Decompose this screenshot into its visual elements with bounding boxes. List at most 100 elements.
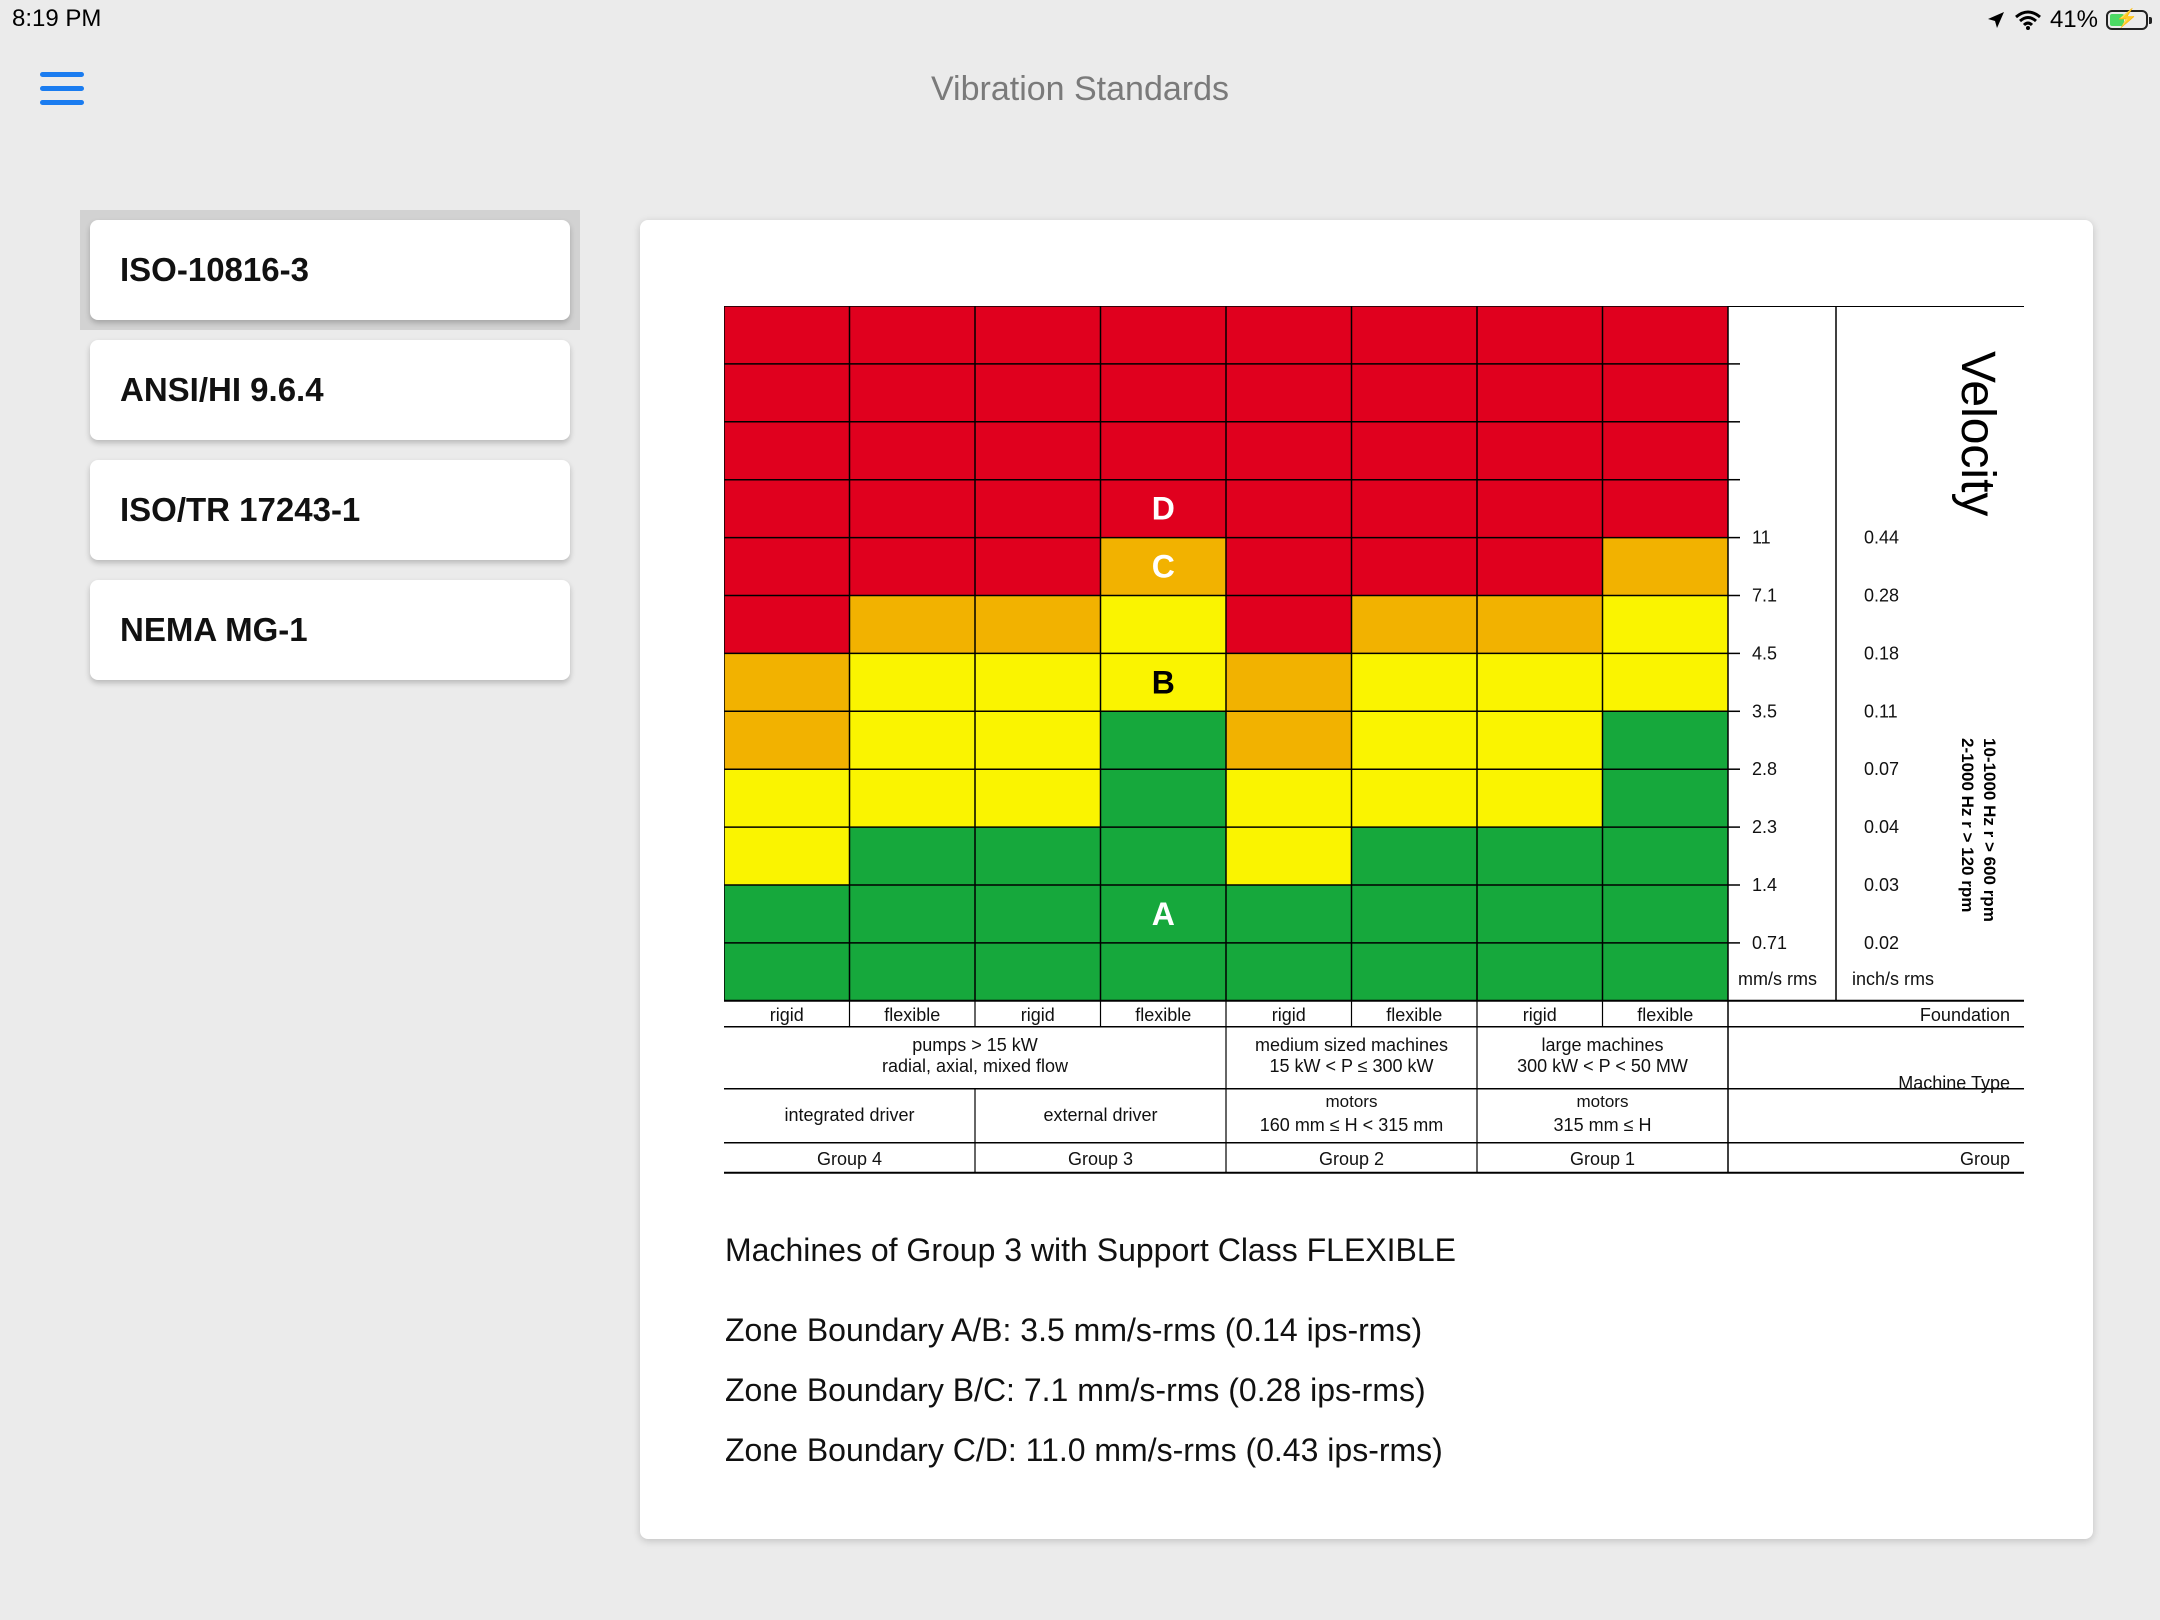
zone-cell [1477, 942, 1603, 1001]
zone-cell [1226, 306, 1352, 364]
foundation-label: rigid [1272, 1005, 1306, 1025]
chart-title: Velocity [1951, 351, 2004, 516]
zone-cell [1100, 769, 1226, 828]
inch-tick-label: 0.28 [1864, 586, 1899, 606]
mm-tick-label: 3.5 [1752, 701, 1777, 721]
foundation-header: Foundation [1920, 1005, 2010, 1025]
zone-cell [1100, 653, 1226, 712]
zone-cell [724, 653, 850, 712]
sidebar-item-iso-10816-3[interactable]: ISO-10816-3 [90, 220, 570, 320]
charging-bolt-icon: ⚡ [2115, 8, 2139, 28]
foundation-label: rigid [1021, 1005, 1055, 1025]
zone-cell [975, 595, 1101, 654]
foundation-label: flexible [884, 1005, 940, 1025]
zone-cell [1226, 885, 1352, 943]
zone-cell [1477, 595, 1603, 654]
zone-label-b: B [1152, 664, 1175, 700]
zone-cell [1226, 537, 1352, 596]
zone-cell [1226, 363, 1352, 422]
machine-type-label: 15 kW < P ≤ 300 kW [1269, 1056, 1433, 1076]
zone-label-d: D [1152, 491, 1175, 527]
zone-cell [1602, 653, 1728, 712]
zone-cell [724, 537, 850, 596]
zone-cell [849, 885, 975, 943]
zone-cell [1226, 942, 1352, 1001]
zone-cell [724, 827, 850, 885]
zone-cell [1602, 885, 1728, 943]
zone-cell [849, 595, 975, 654]
inch-tick-label: 0.04 [1864, 817, 1899, 837]
zone-cell [1351, 363, 1477, 422]
mm-tick-label: 7.1 [1752, 586, 1777, 606]
zone-cell [1100, 479, 1226, 538]
zone-cell [849, 421, 975, 480]
zone-cell [724, 306, 850, 364]
vibration-severity-chart: DC B A 11 7.1 4.5 3.5 2.8 2.3 1.4 0.71 0.44 0.28 0.1… [724, 306, 2024, 1174]
location-arrow-icon [1987, 12, 2004, 28]
zone-cell [1351, 942, 1477, 1001]
zone-boundary-cd: Zone Boundary C/D: 11.0 mm/s-rms (0.43 i… [725, 1432, 1443, 1468]
machine-type-label: medium sized machines [1255, 1035, 1448, 1055]
group-label: Group 4 [817, 1149, 882, 1169]
zone-cell [1602, 769, 1728, 828]
zone-cell [1100, 711, 1226, 770]
zone-cell [849, 479, 975, 538]
driver-label: 315 mm ≤ H [1554, 1115, 1652, 1135]
zone-cell [724, 595, 850, 654]
driver-label: external driver [1043, 1105, 1157, 1125]
zone-cell [1351, 769, 1477, 828]
foundation-label: flexible [1386, 1005, 1442, 1025]
zone-cell [975, 711, 1101, 770]
zone-cell [849, 306, 975, 364]
sidebar-item-ansi-hi-9-6-4[interactable]: ANSI/HI 9.6.4 [90, 340, 570, 440]
mm-tick-label: 4.5 [1752, 643, 1777, 663]
group-label: Group 2 [1319, 1149, 1384, 1169]
zone-cell [724, 421, 850, 480]
hamburger-menu-icon[interactable] [40, 72, 84, 106]
zone-cell [849, 711, 975, 770]
mm-tick-label: 1.4 [1752, 875, 1777, 895]
zone-cell [1602, 479, 1728, 538]
zone-cell [1226, 769, 1352, 828]
zone-cell [975, 537, 1101, 596]
zone-cell [1351, 537, 1477, 596]
zone-cell [975, 769, 1101, 828]
inch-tick-label: 0.44 [1864, 528, 1899, 548]
sidebar-item-nema-mg-1[interactable]: NEMA MG-1 [90, 580, 570, 680]
zone-cell [1351, 421, 1477, 480]
zone-cell [1351, 306, 1477, 364]
status-time: 8:19 PM [12, 5, 102, 32]
zone-cell [1100, 306, 1226, 364]
foundation-label: rigid [770, 1005, 804, 1025]
zone-cell [1477, 769, 1603, 828]
group-header: Group [1960, 1149, 2010, 1169]
mm-tick-label: 2.8 [1752, 759, 1777, 779]
zone-cell [724, 942, 850, 1001]
mm-tick-label: 11 [1752, 528, 1771, 548]
driver-label: motors [1577, 1092, 1629, 1111]
zone-cell [724, 363, 850, 422]
driver-label: 160 mm ≤ H < 315 mm [1260, 1115, 1443, 1135]
inch-tick-label: 0.02 [1864, 933, 1899, 953]
sidebar-item-iso-tr-17243-1[interactable]: ISO/TR 17243-1 [90, 460, 570, 560]
mm-tick-label: 2.3 [1752, 817, 1777, 837]
freq-note: 2-1000 Hz r > 120 rpm [1958, 738, 1977, 912]
driver-label: integrated driver [784, 1105, 914, 1125]
zone-cell [1351, 711, 1477, 770]
group-label: Group 3 [1068, 1149, 1133, 1169]
zone-cell [975, 306, 1101, 364]
machine-type-label: 300 kW < P < 50 MW [1517, 1056, 1688, 1076]
zone-cell [1351, 479, 1477, 538]
zone-cell [724, 885, 850, 943]
battery-level-fill [2110, 14, 2124, 26]
zone-cell [1100, 885, 1226, 943]
machine-type-label: pumps > 15 kW [912, 1035, 1038, 1055]
inch-unit-label: inch/s rms [1852, 969, 1934, 989]
zone-cell [975, 653, 1101, 712]
zone-cell [1226, 711, 1352, 770]
zone-cell [975, 827, 1101, 885]
zone-cell [1351, 827, 1477, 885]
zone-boundary-ab: Zone Boundary A/B: 3.5 mm/s-rms (0.14 ip… [725, 1312, 1423, 1348]
zone-cell [1602, 827, 1728, 885]
